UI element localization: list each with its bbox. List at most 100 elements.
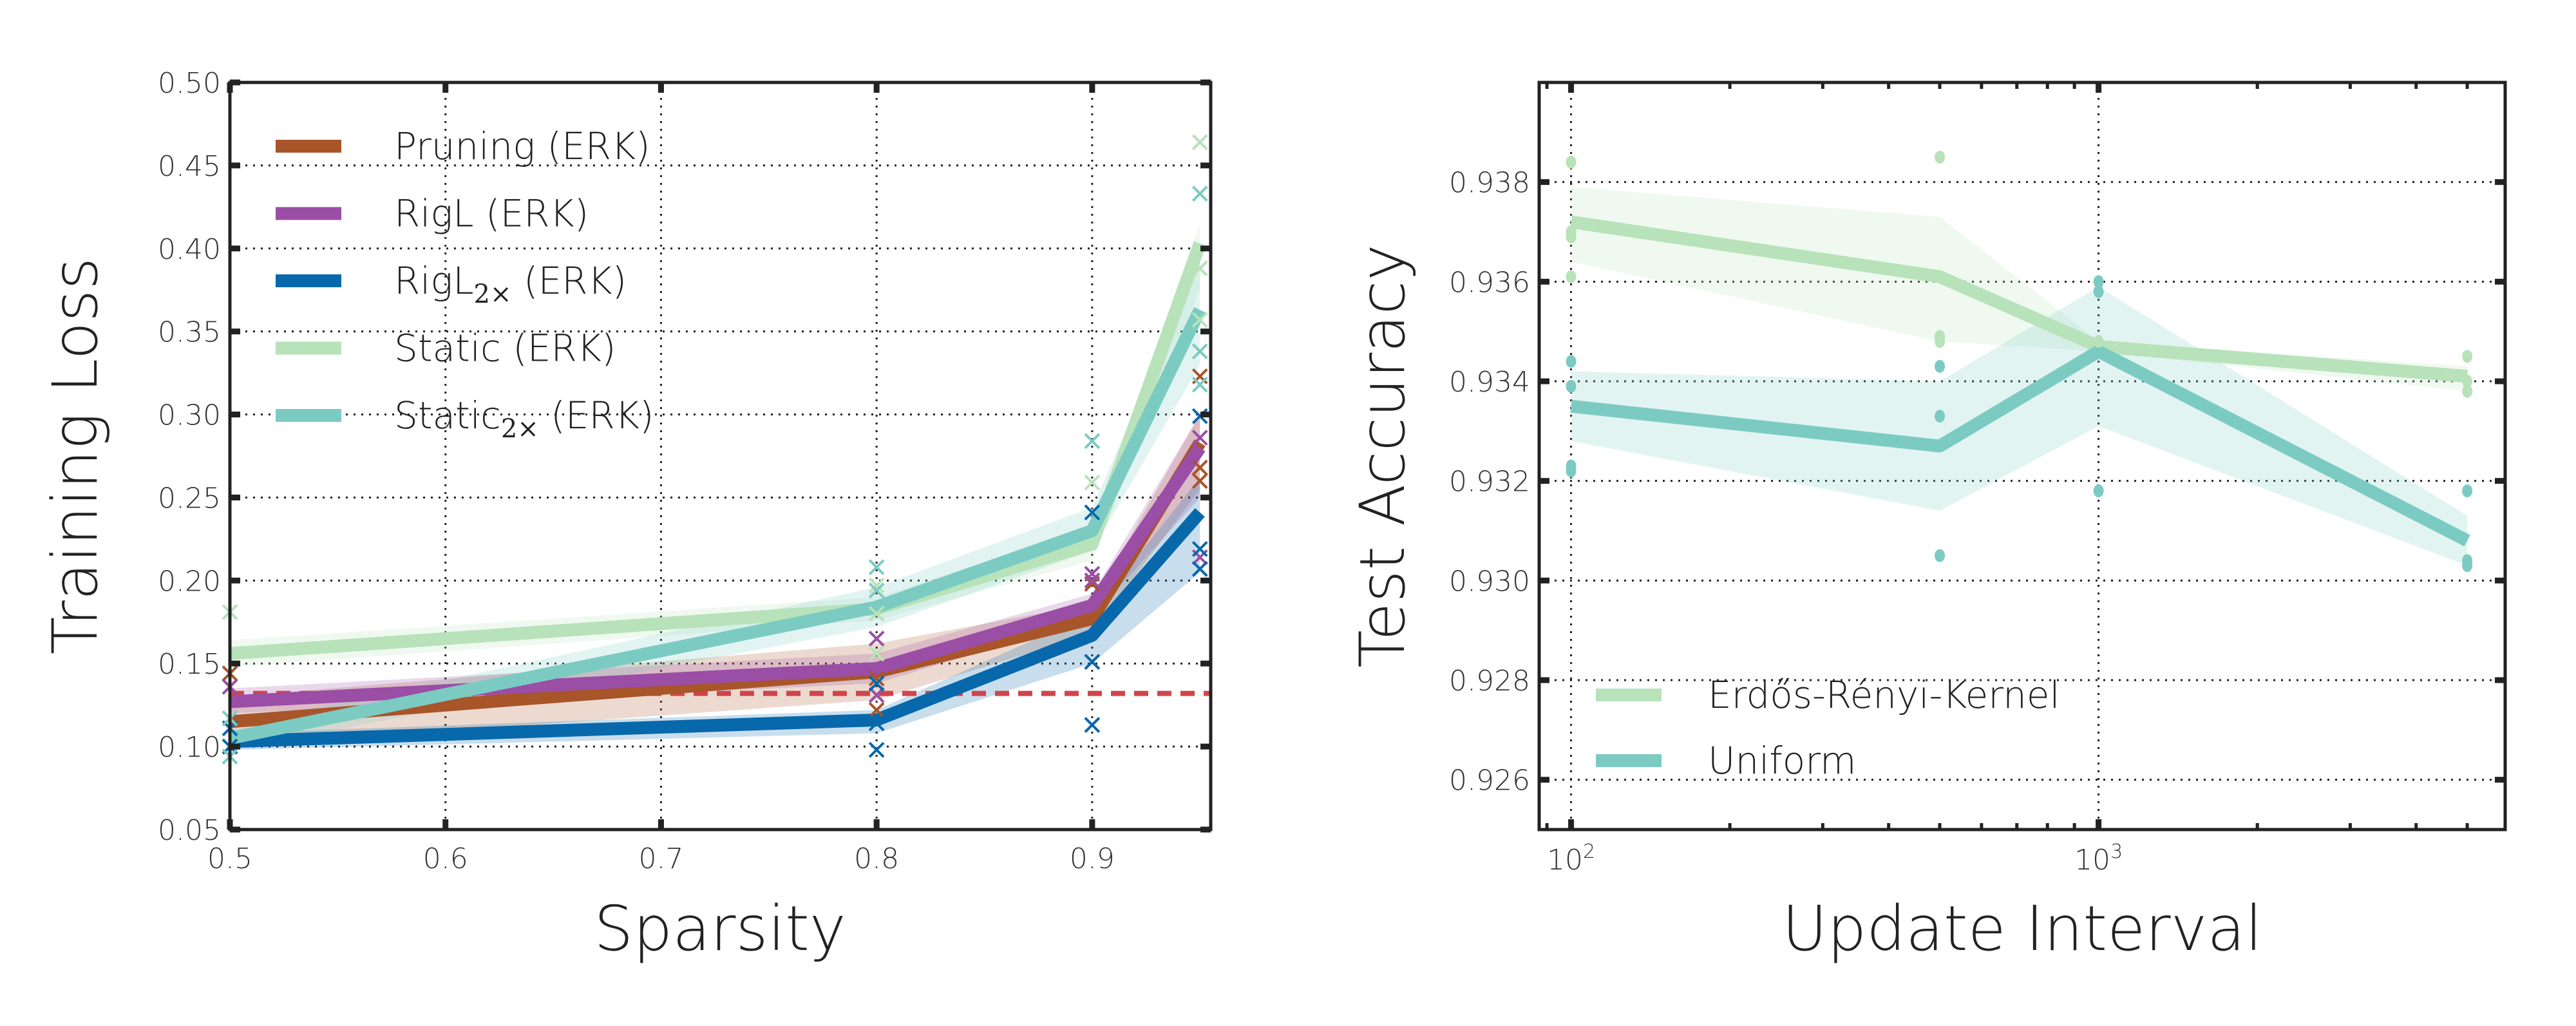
- data-point-x: [1191, 134, 1208, 151]
- x-tick-label: 102: [1547, 841, 1595, 877]
- data-point-x: [1084, 654, 1101, 670]
- right-y-axis-label: Test Accuracy: [1347, 244, 1419, 668]
- y-tick-label: 0.936: [1449, 266, 1530, 299]
- data-point: [1935, 359, 1946, 373]
- data-point: [2462, 559, 2473, 573]
- y-tick-label: 0.938: [1449, 167, 1530, 200]
- data-point: [2462, 375, 2473, 388]
- x-tick-label: 103: [2074, 841, 2123, 877]
- data-point-x: [868, 715, 885, 732]
- data-point-x: [1191, 459, 1208, 476]
- x-tick-base: 10: [1547, 844, 1583, 877]
- legend-label-suffix: (ERK): [512, 259, 627, 303]
- data-point-x: [1084, 572, 1101, 589]
- y-tick-label: 0.25: [158, 482, 221, 515]
- data-point: [1935, 410, 1946, 423]
- data-point: [1566, 379, 1577, 393]
- legend-item: Erdős-Rényi-Kernel: [1596, 673, 2060, 717]
- data-point-x: [868, 559, 885, 576]
- data-point: [1566, 270, 1577, 283]
- data-point-x: [1191, 343, 1208, 360]
- y-tick-label: 0.932: [1449, 466, 1530, 499]
- data-point-x: [1191, 312, 1208, 328]
- x-tick-exponent: 2: [1583, 841, 1595, 863]
- legend-label: RigL2× (ERK): [394, 259, 627, 309]
- data-point-x: [868, 582, 885, 599]
- legend-label: RigL (ERK): [394, 192, 589, 236]
- legend-item: Static2× (ERK): [276, 394, 654, 444]
- legend-item: RigL (ERK): [276, 192, 589, 236]
- x-tick-label: 0.9: [1070, 842, 1115, 875]
- y-tick-label: 0.30: [158, 399, 221, 432]
- legend-label-main: RigL (ERK): [394, 192, 589, 236]
- confidence-band: [1571, 187, 2468, 392]
- data-point-x: [1191, 560, 1208, 577]
- left-y-axis-label: Training Loss: [39, 258, 111, 655]
- data-point-x: [1084, 717, 1101, 734]
- series-line: [1570, 215, 2468, 383]
- data-point-x: [1084, 504, 1101, 521]
- data-point-x: [1191, 408, 1208, 424]
- legend-label-suffix: (ERK): [539, 394, 654, 437]
- legend-label-main: RigL: [394, 259, 474, 303]
- y-tick-label: 0.930: [1449, 565, 1530, 598]
- confidence-band: [1571, 287, 2468, 566]
- legend-label: Pruning (ERK): [394, 124, 650, 168]
- data-point: [1935, 549, 1946, 562]
- series-line: [229, 241, 1206, 660]
- data-point-x: [868, 701, 885, 718]
- left-x-axis-label: Sparsity: [594, 893, 846, 965]
- data-point-x: [868, 675, 885, 692]
- y-tick-label: 0.10: [158, 731, 221, 764]
- data-point-x: [868, 577, 885, 594]
- data-point-x: [1084, 565, 1101, 582]
- confidence-band: [230, 414, 1200, 747]
- y-tick-label: 0.35: [158, 316, 221, 349]
- legend-item: RigL2× (ERK): [276, 259, 627, 309]
- data-point: [2462, 484, 2473, 498]
- data-point-x: [868, 687, 885, 703]
- data-point: [1566, 155, 1577, 169]
- data-point-x: [1191, 473, 1208, 489]
- y-tick-label: 0.05: [158, 814, 221, 847]
- legend-label: Static (ERK): [394, 327, 616, 370]
- y-tick-label: 0.50: [158, 67, 221, 100]
- data-point-x: [1084, 433, 1101, 450]
- y-tick-label: 0.928: [1449, 665, 1530, 698]
- legend-item: Pruning (ERK): [276, 124, 650, 168]
- series-line: [229, 508, 1205, 748]
- legend-label-main: Pruning (ERK): [394, 124, 650, 168]
- data-point: [2093, 335, 2104, 348]
- y-tick-label: 0.926: [1449, 765, 1530, 797]
- x-tick-base: 10: [2074, 844, 2110, 877]
- x-tick-exponent: 3: [2110, 841, 2123, 863]
- y-tick-label: 0.934: [1449, 366, 1530, 399]
- legend-item: Uniform: [1596, 739, 1857, 783]
- data-point-x: [1191, 260, 1208, 277]
- y-tick-label: 0.15: [158, 648, 221, 681]
- data-point-x: [1084, 474, 1101, 491]
- legend-label-main: Static: [394, 394, 501, 437]
- x-tick-label: 0.8: [854, 842, 899, 875]
- data-point-x: [868, 605, 885, 622]
- confidence-band: [230, 261, 1200, 750]
- x-tick-label: 0.7: [638, 842, 683, 875]
- data-point: [2462, 385, 2473, 398]
- data-point: [1935, 151, 1946, 164]
- confidence-band: [230, 223, 1200, 667]
- data-point-x: [868, 741, 885, 758]
- y-tick-label: 0.40: [158, 233, 221, 266]
- data-point: [2093, 484, 2104, 498]
- series-line: [229, 444, 1206, 708]
- legend-label-subscript: 2×: [474, 280, 512, 309]
- y-tick-label: 0.45: [158, 150, 221, 183]
- data-point: [1566, 230, 1577, 243]
- axes-frame: [228, 81, 1213, 831]
- x-tick-label: 0.5: [207, 842, 252, 875]
- data-point-x: [868, 645, 885, 662]
- data-point-x: [1191, 376, 1208, 393]
- x-tick-label: 0.6: [423, 842, 468, 875]
- legend-label-main: Static (ERK): [394, 327, 616, 370]
- data-point-x: [1191, 540, 1208, 557]
